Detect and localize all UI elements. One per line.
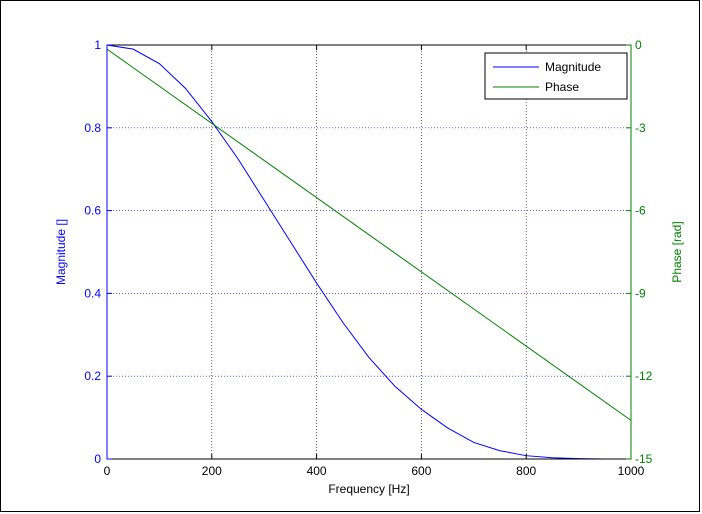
legend-box <box>484 52 628 100</box>
x-tick-label: 400 <box>307 464 327 478</box>
legend-phase-label: Phase <box>545 80 579 94</box>
legend: Magnitude Phase <box>484 52 628 100</box>
series-line-phase <box>106 48 632 421</box>
x-tick-label: 1000 <box>618 464 645 478</box>
x-axis-label: Frequency [Hz] <box>328 482 409 496</box>
series-line-magnitude <box>106 44 631 460</box>
y-right-tick-label: -9 <box>635 286 646 300</box>
y-left-tick-label: 1 <box>94 38 101 52</box>
y-axis-left-label: Magnitude [] <box>54 219 68 285</box>
y-right-tick-label: 0 <box>635 38 642 52</box>
x-tick-label: 600 <box>411 464 431 478</box>
y-left-tick-label: 0.2 <box>84 369 101 383</box>
x-tick-label: 0 <box>104 464 111 478</box>
y-right-tick-label: -3 <box>635 121 646 135</box>
y-axis-right-label: Phase [rad] <box>670 221 684 282</box>
ticks: 0 200 400 600 800 1000 0 0.2 0.4 0.6 0.8 1 0 -3 -6 -9 -1… <box>84 38 652 478</box>
y-right-tick-label: -12 <box>635 369 653 383</box>
y-left-tick-label: 0.6 <box>84 204 101 218</box>
y-right-tick-label: -15 <box>635 452 653 466</box>
grid <box>107 45 631 459</box>
y-left-tick-label: 0.4 <box>84 286 101 300</box>
x-tick-label: 200 <box>202 464 222 478</box>
y-left-tick-label: 0.8 <box>84 121 101 135</box>
legend-magnitude-label: Magnitude <box>545 60 601 74</box>
series-layer <box>106 44 632 460</box>
x-tick-label: 800 <box>516 464 536 478</box>
y-right-tick-label: -6 <box>635 204 646 218</box>
plot-area <box>106 44 632 460</box>
y-left-tick-label: 0 <box>94 452 101 466</box>
